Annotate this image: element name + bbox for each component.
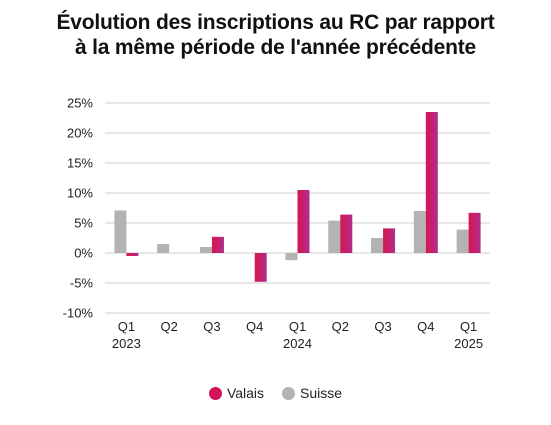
y-axis-ticks: 25% 20% 15% 10% 5% 0% -5% -10% [63,96,94,321]
legend-item-suisse: Suisse [282,385,342,401]
x-tick-year: 2025 [454,336,483,351]
bar-suisse-0 [114,210,127,253]
bar-suisse-6 [371,238,384,253]
x-tick-label: Q1 [289,319,306,334]
legend-label-valais: Valais [226,385,265,401]
bar-suisse-5 [328,220,341,253]
bar-valais-2 [211,236,224,253]
x-tick-label: Q4 [246,319,263,334]
x-tick-year: 2023 [112,336,141,351]
y-tick-label: -5% [70,276,94,291]
bar-valais-6 [383,228,396,253]
bar-suisse-8 [456,229,469,253]
x-tick-year: 2024 [283,336,312,351]
y-tick-label: -10% [63,306,94,321]
bar-valais-7 [425,112,438,253]
bar-suisse-1 [157,244,170,253]
bar-valais-0 [126,253,139,256]
x-tick-label: Q3 [203,319,220,334]
bar-valais-5 [340,214,353,253]
legend-swatch-valais [208,386,222,400]
bar-valais-8 [468,212,481,253]
x-tick-label: Q2 [160,319,177,334]
y-tick-label: 5% [74,216,93,231]
chart-title: Évolution des inscriptions au RC par rap… [0,10,551,60]
bar-suisse-4 [285,253,298,261]
bar-valais-4 [297,190,310,253]
chart-title-line-2: à la même période de l'année précédente [74,36,477,59]
bar-suisse-2 [199,247,212,253]
x-axis-ticks: Q1 2023 Q2 Q3 Q4 Q1 2024 Q2 Q3 Q4 Q1 2025 [112,319,483,351]
x-tick-label: Q2 [332,319,349,334]
bars [114,112,481,282]
bar-suisse-7 [413,211,426,253]
y-tick-label: 0% [74,246,93,261]
bar-valais-3 [254,253,267,282]
chart-title-line-1: Évolution des inscriptions au RC par rap… [56,11,495,34]
legend-swatch-suisse [282,386,296,400]
y-tick-label: 25% [67,96,93,111]
legend: Valais Suisse [0,385,551,401]
x-tick-label: Q3 [374,319,391,334]
x-tick-label: Q4 [417,319,434,334]
y-tick-label: 15% [67,156,93,171]
y-tick-label: 10% [67,186,93,201]
legend-label-suisse: Suisse [300,385,343,401]
legend-item-valais: Valais [208,385,265,401]
x-tick-label: Q1 [460,319,477,334]
x-tick-label: Q1 [118,319,135,334]
y-tick-label: 20% [67,126,93,141]
